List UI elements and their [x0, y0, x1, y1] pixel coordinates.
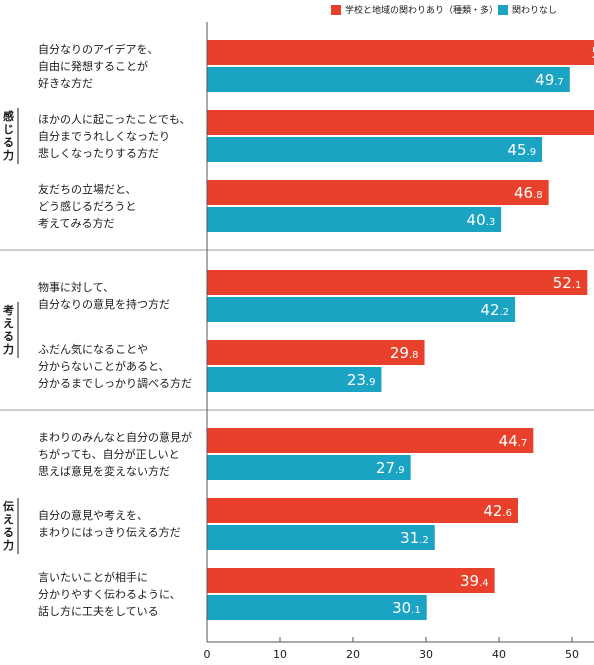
data-label-blue-7: 31.2	[400, 529, 429, 547]
bar-red-7	[207, 498, 518, 523]
legend-label-1: 学校と地域の関わりあり（種類・多）	[345, 6, 499, 16]
section-label-2: 考 え る 力	[3, 304, 14, 356]
item-label-1: 自分なりのアイデアを、 自由に発想することが 好きな方だ	[38, 42, 159, 90]
bar-blue-4	[207, 297, 516, 322]
bar-red-5	[207, 340, 425, 365]
bar-blue-5	[207, 367, 382, 392]
bar-blue-6	[207, 455, 411, 480]
x-tick-label-20: 20	[346, 648, 360, 661]
item-label-7: 自分の意見や考えを、 まわりにはっきり伝える方だ	[38, 509, 181, 539]
legend-swatch-blue	[498, 4, 508, 15]
legend-label-2: 関わりなし	[512, 6, 558, 16]
item-label-5: ふだん気になることや 分からないことがあると、 分かるまでしっかり調べる方だ	[38, 342, 192, 390]
data-label-blue-1: 49.7	[535, 71, 564, 89]
data-label-blue-3: 40.3	[467, 211, 496, 229]
legend-swatch-red	[331, 4, 341, 15]
bar-blue-1	[207, 67, 570, 92]
data-label-blue-5: 23.9	[347, 371, 376, 389]
legend-item-1: 学校と地域の関わりあり（種類・多）	[331, 3, 498, 16]
data-label-red-3: 46.8	[514, 184, 543, 202]
bar-blue-3	[207, 207, 502, 232]
data-label-red-5: 29.8	[390, 344, 419, 362]
bar-blue-8	[207, 595, 427, 620]
item-label-4: 物事に対して、 自分なりの意見を持つ方だ	[38, 281, 170, 311]
x-tick-label-50: 50	[565, 648, 579, 661]
section-label-3: 伝 え る 力	[3, 500, 14, 552]
x-tick-label-10: 10	[273, 648, 287, 661]
bar-red-6	[207, 428, 534, 453]
bar-red-4	[207, 270, 588, 295]
x-tick-label-30: 30	[419, 648, 433, 661]
bar-blue-7	[207, 525, 435, 550]
bar-red-1	[207, 40, 594, 65]
data-label-blue-6: 27.9	[376, 459, 405, 477]
item-label-6: まわりのみんなと自分の意見が ちがっても、自分が正しいと 思えば意見を変えない方…	[38, 430, 192, 478]
data-label-blue-2: 45.9	[507, 141, 536, 159]
x-tick-label-40: 40	[492, 648, 506, 661]
item-label-2: ほかの人に起こったことでも、 自分までうれしくなったり 悲しくなったりする方だ	[38, 112, 191, 160]
bar-red-3	[207, 180, 549, 205]
item-label-8: 言いたいことが相手に 分かりやすく伝わるように、 話し方に工夫をしている	[38, 570, 181, 618]
bar-red-8	[207, 568, 495, 593]
data-label-red-7: 42.6	[483, 502, 512, 520]
section-label-1: 感 じ る 力	[3, 110, 14, 162]
data-label-blue-4: 42.2	[480, 301, 509, 319]
data-label-red-1: 57.4	[591, 44, 594, 62]
item-label-3: 友だちの立場だと、 どう感じるだろうと 考えてみる方だ	[38, 182, 137, 230]
data-label-red-6: 44.7	[499, 432, 528, 450]
legend-item-2: 関わりなし	[498, 3, 557, 16]
bar-blue-2	[207, 137, 543, 162]
data-label-red-4: 52.1	[553, 274, 582, 292]
data-label-blue-8: 30.1	[392, 599, 421, 617]
data-label-red-8: 39.4	[460, 572, 489, 590]
bar-red-2	[207, 110, 594, 135]
x-tick-label-0: 0	[204, 648, 211, 661]
